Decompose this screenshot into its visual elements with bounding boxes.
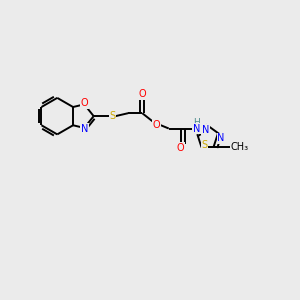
Text: CH₃: CH₃ <box>231 142 249 152</box>
Text: O: O <box>80 98 88 109</box>
Text: O: O <box>176 143 184 153</box>
Text: O: O <box>138 89 146 99</box>
Text: N: N <box>218 134 225 143</box>
Text: O: O <box>153 120 160 130</box>
Text: N: N <box>81 124 88 134</box>
Text: S: S <box>110 111 116 121</box>
Text: N: N <box>193 124 200 134</box>
Text: H: H <box>193 118 200 127</box>
Text: S: S <box>202 140 208 150</box>
Text: N: N <box>202 125 209 135</box>
